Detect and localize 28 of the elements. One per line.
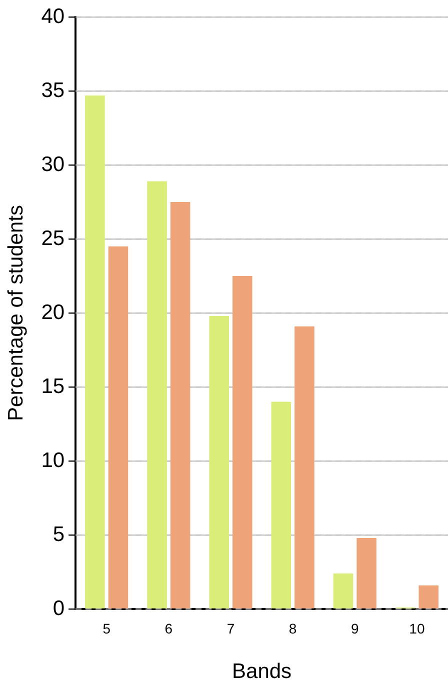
bar: [356, 538, 376, 608]
y-tick-label: 10: [41, 448, 65, 472]
bar: [333, 573, 354, 608]
y-tick-label: 35: [41, 78, 65, 102]
x-axis-title: Bands: [232, 660, 292, 684]
y-tick-label: 25: [41, 226, 65, 250]
bar: [418, 585, 438, 608]
y-tick-label: 20: [41, 300, 65, 324]
bar: [294, 326, 314, 608]
x-tick-label: 6: [164, 620, 173, 636]
bar: [232, 276, 252, 608]
y-tick-label: 30: [41, 152, 65, 176]
bar: [271, 402, 292, 608]
x-tick-label: 10: [409, 620, 425, 636]
x-tick-label: 5: [102, 620, 111, 636]
bar: [108, 246, 128, 608]
bar: [209, 316, 229, 608]
y-axis-title: Percentage of students: [4, 205, 28, 421]
bar: [85, 95, 105, 608]
x-tick-label: 7: [226, 620, 235, 636]
y-tick-label: 0: [52, 596, 65, 620]
y-tick-label: 40: [41, 4, 65, 28]
bar: [147, 181, 167, 608]
y-tick-label: 15: [41, 374, 65, 398]
x-tick-label: 8: [288, 620, 297, 636]
x-tick-label: 9: [350, 620, 359, 636]
y-tick-label: 5: [52, 522, 65, 546]
bar: [170, 202, 190, 608]
